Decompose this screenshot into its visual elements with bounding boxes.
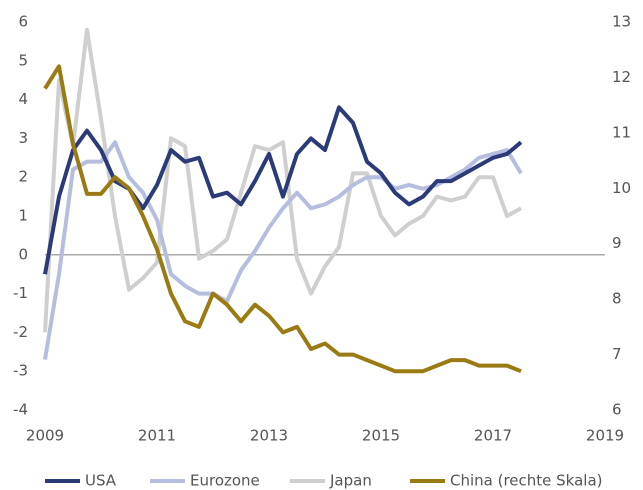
x-tick-label: 2017	[474, 427, 512, 445]
legend-label: Japan	[329, 472, 372, 490]
x-tick-label: 2011	[138, 427, 176, 445]
y2-tick-label: 8	[612, 290, 622, 308]
y-tick-label: -4	[13, 401, 28, 419]
y-tick-label: 6	[18, 13, 28, 31]
y-tick-label: 4	[18, 90, 28, 108]
series-line	[43, 140, 523, 360]
legend-label: Eurozone	[190, 472, 260, 490]
y-tick-label: -3	[13, 362, 28, 380]
x-tick-label: 2015	[362, 427, 400, 445]
y-tick-label: -2	[13, 323, 28, 341]
y2-tick-label: 10	[612, 179, 631, 197]
y2-tick-label: 9	[612, 234, 622, 252]
y-tick-label: 1	[18, 207, 28, 225]
legend-label: USA	[85, 472, 117, 490]
y-tick-label: 0	[18, 245, 28, 263]
x-tick-label: 2009	[26, 427, 64, 445]
y2-tick-label: 11	[612, 123, 631, 141]
y2-tick-label: 12	[612, 68, 631, 86]
legend-label: China (rechte Skala)	[450, 472, 603, 490]
y-tick-label: 5	[18, 51, 28, 69]
y2-tick-label: 6	[612, 401, 622, 419]
y2-tick-label: 7	[612, 345, 622, 363]
y-tick-label: 3	[18, 129, 28, 147]
y-tick-label: -1	[13, 284, 28, 302]
series-line	[43, 105, 523, 275]
series-line	[43, 27, 522, 333]
y-tick-label: 2	[18, 168, 28, 186]
x-tick-label: 2019	[586, 427, 624, 445]
y2-tick-label: 13	[612, 13, 631, 31]
series-line	[43, 64, 522, 374]
x-tick-label: 2013	[250, 427, 288, 445]
